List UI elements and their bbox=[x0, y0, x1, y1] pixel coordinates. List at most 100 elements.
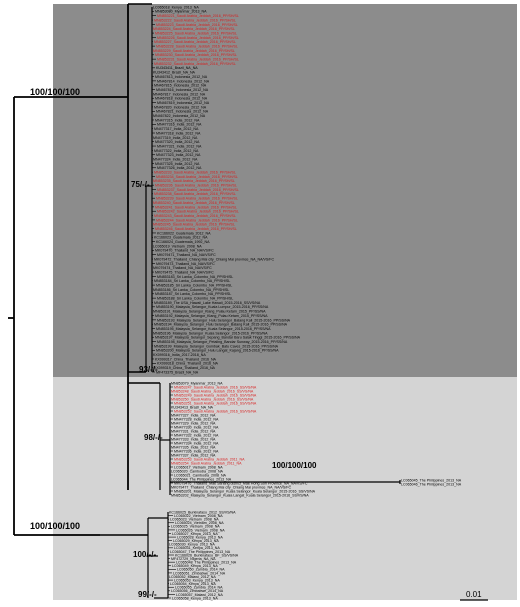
dark-clade-taxon-label: MN467818_Indonesia_2012_NA bbox=[155, 97, 208, 101]
light-clade-taxon-label: MN853249_Saudi Arabia_Jeddah_2016_SS/VS/… bbox=[174, 393, 257, 397]
outgroup-clade-taxon-label: LC065031_Kenya_2013_NA bbox=[174, 546, 220, 550]
light-clade-taxon-label: MN853247_Saudi Arabia_Jeddah_2016_SS/VS/… bbox=[174, 385, 257, 389]
dark-clade-taxon-label: MK079474_Thailand_NA_NA/VS/FC bbox=[153, 266, 212, 270]
outgroup-clade-taxon-label: LC065030_Kenya_2013_NA bbox=[169, 543, 215, 547]
dark-clade-taxon-label: MN477322_India_2012_NA bbox=[154, 149, 199, 153]
dark-clade-taxon-label: MN477317_India_2012_NA bbox=[154, 127, 199, 131]
dark-clade-taxon-label: MN853228_Saudi Arabia_Jeddah_2016_PP/SH/… bbox=[156, 45, 238, 49]
light-clade-taxon-label: MN853251_Saudi Arabia_Jeddah_2016_SS/VS/… bbox=[174, 401, 257, 405]
light-clade-taxon-label: MN853253_Saudi Arabia_Jeddah_2011_NA bbox=[174, 457, 245, 461]
dark-clade-taxon-label: MN853232_Saudi Arabia_Jeddah_2016_PP/SH/… bbox=[154, 62, 236, 66]
outgroup-clade-taxon-label: LC065057_Malawi_2012_NA bbox=[176, 593, 223, 597]
light-clade-taxon-label: MN477327_India_2012_NA bbox=[171, 413, 216, 417]
dark-clade-taxon-label: MK079471_Thailand_NA_NA/VS/FC bbox=[157, 253, 216, 257]
outgroup-clade-taxon-label: LC065053_Kenya_2013_NA bbox=[174, 578, 220, 582]
dark-clade-taxon-label: MN853194_Malaysia_Selangor_Hulu Selangor… bbox=[154, 323, 288, 327]
dark-clade-taxon-label: MN853236_Saudi Arabia_Jeddah_2016_PP/SH/… bbox=[155, 184, 237, 188]
support-root-lower: 100/100/100 bbox=[30, 521, 80, 531]
light-clade-taxon-label: MN853254_Saudi Arabia_Jeddah_2011_NA bbox=[171, 461, 242, 465]
outgroup-clade-taxon-label: LC065024_Vietnam_2008_NA bbox=[175, 521, 224, 525]
dark-clade-taxon-label: MN853234_Saudi Arabia_Jeddah_2016_PP/SH/… bbox=[156, 175, 238, 179]
dark-clade-taxon-label: MN853223_Saudi Arabia_Jeddah_2016_PP/SH/… bbox=[156, 23, 238, 27]
dark-clade-taxon-label: MN477319_India_2012_NA bbox=[153, 136, 198, 140]
dark-clade-taxon-label: MN477315_India_2012_NA bbox=[155, 118, 200, 122]
dark-clade-taxon-label: LC065018_Kenya_2013_NA bbox=[153, 5, 199, 9]
dark-clade-taxon-label: MN467821_Indonesia_2012_NA bbox=[156, 110, 209, 114]
dark-clade-taxon-label: MN467820_Indonesia_2012_NA bbox=[154, 105, 207, 109]
light-clade-taxon-label: MN853248_Saudi Arabia_Jeddah_2016_SS/VS/… bbox=[171, 389, 254, 393]
dark-clade-taxon-label: MF473375_Brazil_NA_NA bbox=[156, 370, 199, 374]
dark-clade-taxon-label: MN853189_The USA_Hawaii_Lake Hawaii_2015… bbox=[154, 301, 261, 305]
dark-clade-taxon-label: MN467815_Indonesia_2012_NA bbox=[154, 84, 207, 88]
outgroup-clade-taxon-label: LC065051_Zimbabwe_2014_NA bbox=[173, 571, 226, 575]
support-long-branch: 100/100/100 bbox=[272, 461, 317, 470]
dark-clade-taxon-label: KX099316_India_2017-2018_NA bbox=[153, 353, 206, 357]
outgroup-clade-taxon-label: LC065049_Kenya_2013_NA bbox=[172, 564, 218, 568]
light-clade-taxon-label: MN477335_India_2012_NA bbox=[171, 445, 216, 449]
dark-clade-taxon-label: MN853185_Sri Lanka_Colombo_NA_PP/SH/SL bbox=[156, 283, 232, 287]
dark-clade-taxon-label: KU343412_Brazil_NA_NA bbox=[153, 71, 196, 75]
support-dark-base: 93/-/- bbox=[139, 365, 158, 374]
support-dark-node: 75/-/- bbox=[131, 180, 150, 189]
tree-branches bbox=[8, 3, 401, 599]
light-clade-taxon-label: MN477331_India_2012_NA bbox=[171, 429, 216, 433]
dark-clade-taxon-label: MN853199_Malaysia_Selangor_Gombak_Batu C… bbox=[154, 344, 279, 348]
dark-clade-taxon-label: MN467822_Indonesia_2012_NA bbox=[153, 114, 206, 118]
dark-clade-taxon-label: MN853246_Saudi Arabia_Jeddah_2016_PP/SH/… bbox=[155, 227, 237, 231]
light-clade-taxon-label: LC065017_Vietnam_2008_NA bbox=[174, 465, 223, 469]
outgroup-clade-taxon-label: LC065052_Malawi_2012_NA bbox=[169, 575, 216, 579]
dark-clade-taxon-label: MN477326_India_2012_NA bbox=[157, 166, 202, 170]
dark-clade-taxon-label: MN853245_Saudi Arabia_Jeddah_2016_PP/SH/… bbox=[153, 223, 235, 227]
light-clade-taxon-label: MN853079_Myanmar_2013_NA bbox=[171, 381, 223, 385]
dark-clade-taxon-label: MK079473_Thailand_NA_NA/VS/FC bbox=[156, 262, 215, 266]
dark-clade-taxon-label: MN853244_Saudi Arabia_Jeddah_2016_PP/SH/… bbox=[156, 218, 238, 222]
dark-clade-taxon-label: KX099319_China_Thailand_2016_NA bbox=[154, 366, 216, 370]
dark-clade-taxon-label: MN853242_Saudi Arabia_Jeddah_2016_PP/SH/… bbox=[157, 210, 239, 214]
dark-clade-taxon-label: MN477325_India_2012_NA bbox=[155, 162, 200, 166]
outgroup-clade-taxon-label: LC065058_Kenya_2013_NA bbox=[172, 596, 218, 600]
dark-clade-taxon-label: MN853221_Saudi Arabia_Jeddah_2016_PP/SH/… bbox=[157, 14, 239, 18]
dark-clade-taxon-label: MN853198_Malaysia_Selangor_Petaling_Band… bbox=[157, 340, 288, 344]
support-bottom-node: 99/-/- bbox=[138, 590, 157, 599]
dark-clade-taxon-label: MN853188_Sri Lanka_Colombo_NA_PP/SH/SL bbox=[157, 297, 233, 301]
dark-clade-taxon-label: MN467816_Indonesia_2012_NA bbox=[156, 88, 209, 92]
dark-clade-taxon-label: MN853192_Malaysia_Selangor_Klang_Pulau K… bbox=[155, 314, 268, 318]
dark-clade-taxon-label: MN853225_Saudi Arabia_Jeddah_2016_PP/SH/… bbox=[155, 31, 237, 35]
dark-clade-taxon-label: KU343411_Brazil_NA_NA bbox=[156, 66, 198, 70]
light-clade-taxon-label: MN477328_India_2012_NA bbox=[174, 417, 219, 421]
light-clade-taxon-label: MN853252_Saudi Arabia_Jeddah_2016_SS/VS/… bbox=[174, 409, 257, 413]
dark-clade-taxon-label: MN853184_Sri Lanka_Colombo_NA_PP/SH/SL bbox=[154, 279, 230, 283]
dark-clade-taxon-label: MN477318_India_2012_NA bbox=[156, 131, 201, 135]
dark-clade-taxon-label: MK079470_Thailand_NA_NA/VS/FC bbox=[155, 249, 214, 253]
support-lower-node: 100/-/- bbox=[133, 550, 156, 559]
outgroup-clade-taxon-label: LC065048_The Philippines_2013_NA bbox=[176, 561, 237, 565]
outgroup-clade-taxon-label: LC065023_Vietnam_2008_NA bbox=[170, 518, 219, 522]
outgroup-clade-taxon-label: LC065028_Kenya_2013_NA bbox=[177, 535, 223, 539]
outgroup-clade-taxon-label: LC065022_Vietnam_2008_NA bbox=[174, 514, 223, 518]
scale-bar: 0.01 bbox=[460, 590, 488, 601]
dark-clade-taxon-label: MN853186_Sri Lanka_Colombo_NA_PP/SH/SL bbox=[153, 288, 229, 292]
dark-clade-taxon-label: MN853237_Saudi Arabia_Jeddah_2016_PP/SH/… bbox=[157, 188, 239, 192]
dark-clade-taxon-label: MN853231_Saudi Arabia_Jeddah_2016_PP/SH/… bbox=[157, 58, 239, 62]
outgroup-clade-taxon-label: LC065047_The Philippines_2013_NA bbox=[170, 550, 231, 554]
light-clade-taxon-label: MN477332_India_2012_NA bbox=[174, 433, 219, 437]
outgroup-clade-taxon-label: LC065050_Zambia_2014_NA bbox=[177, 568, 225, 572]
clade-light-background bbox=[53, 377, 517, 600]
dark-clade-taxon-label: MN853187_Sri Lanka_Colombo_NA_PP/SH/SL bbox=[155, 292, 231, 296]
light-clade-taxon-label: MK079476_Thailand_Mae Sariang district_M… bbox=[174, 481, 308, 485]
dark-clade-taxon-label: MN853227_Saudi Arabia_Jeddah_2016_PP/SH/… bbox=[154, 40, 236, 44]
dark-clade-taxon-label: MN467813_Indonesia_2012_NA bbox=[155, 75, 208, 79]
dark-clade-taxon-label: MN853222_Saudi Arabia_Jeddah_2016_PP/SH/… bbox=[154, 18, 236, 22]
dark-clade-taxon-label: LC065019_Vietnam_2008_NA bbox=[153, 244, 202, 248]
dark-clade-taxon-label: MN853080_Myanmar_2013_NA bbox=[155, 10, 207, 14]
dark-clade-taxon-label: MK079472_Thailand_Chiang Mai city_Chiang… bbox=[154, 257, 274, 261]
dark-clade-taxon-label: KC166023_Guatemala_2012_NA bbox=[154, 236, 208, 240]
dark-clade-taxon-label: MN477324_India_2012_NA bbox=[153, 157, 198, 161]
dark-clade-taxon-label: MN853230_Saudi Arabia_Jeddah_2016_PP/SH/… bbox=[155, 53, 237, 57]
dark-clade-taxon-label: MN853243_Saudi Arabia_Jeddah_2016_PP/SH/… bbox=[154, 214, 236, 218]
light-clade-taxon-label: MN477334_India_2012_NA bbox=[174, 441, 219, 445]
light-clade-taxon-label: MN853202_Malaysia_Selangor_Kuala Langat_… bbox=[171, 493, 309, 497]
dark-clade-taxon-label: MN853183_Sri Lanka_Colombo_NA_PP/SH/SL bbox=[157, 275, 233, 279]
dark-clade-taxon-label: MN853190_Malaysia_Selangor_Kuala Lumpur_… bbox=[156, 305, 269, 309]
